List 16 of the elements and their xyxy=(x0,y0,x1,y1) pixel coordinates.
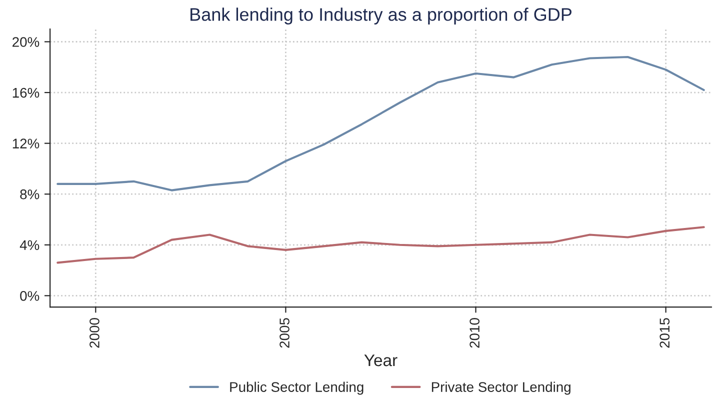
chart-title: Bank lending to Industry as a proportion of GDP xyxy=(190,8,572,24)
line-series xyxy=(56,226,705,264)
line-series xyxy=(56,56,705,192)
x-tick-label: 2005 xyxy=(280,318,290,348)
y-tick-label: 8% xyxy=(20,189,40,200)
legend-label: Public Sector Lending xyxy=(230,382,364,395)
x-tick-label: 2000 xyxy=(90,318,100,348)
y-tick-label: 20% xyxy=(12,37,40,47)
x-tick-label: 2015 xyxy=(660,318,670,348)
y-tick-label: 12% xyxy=(12,138,40,148)
x-axis-title: Year xyxy=(364,354,398,366)
y-tick-label: 4% xyxy=(20,240,40,250)
y-tick-label: 0% xyxy=(20,291,40,301)
legend-label: Private Sector Lending xyxy=(432,382,570,395)
y-tick-label: 16% xyxy=(12,88,40,98)
x-tick-label: 2010 xyxy=(470,318,480,348)
